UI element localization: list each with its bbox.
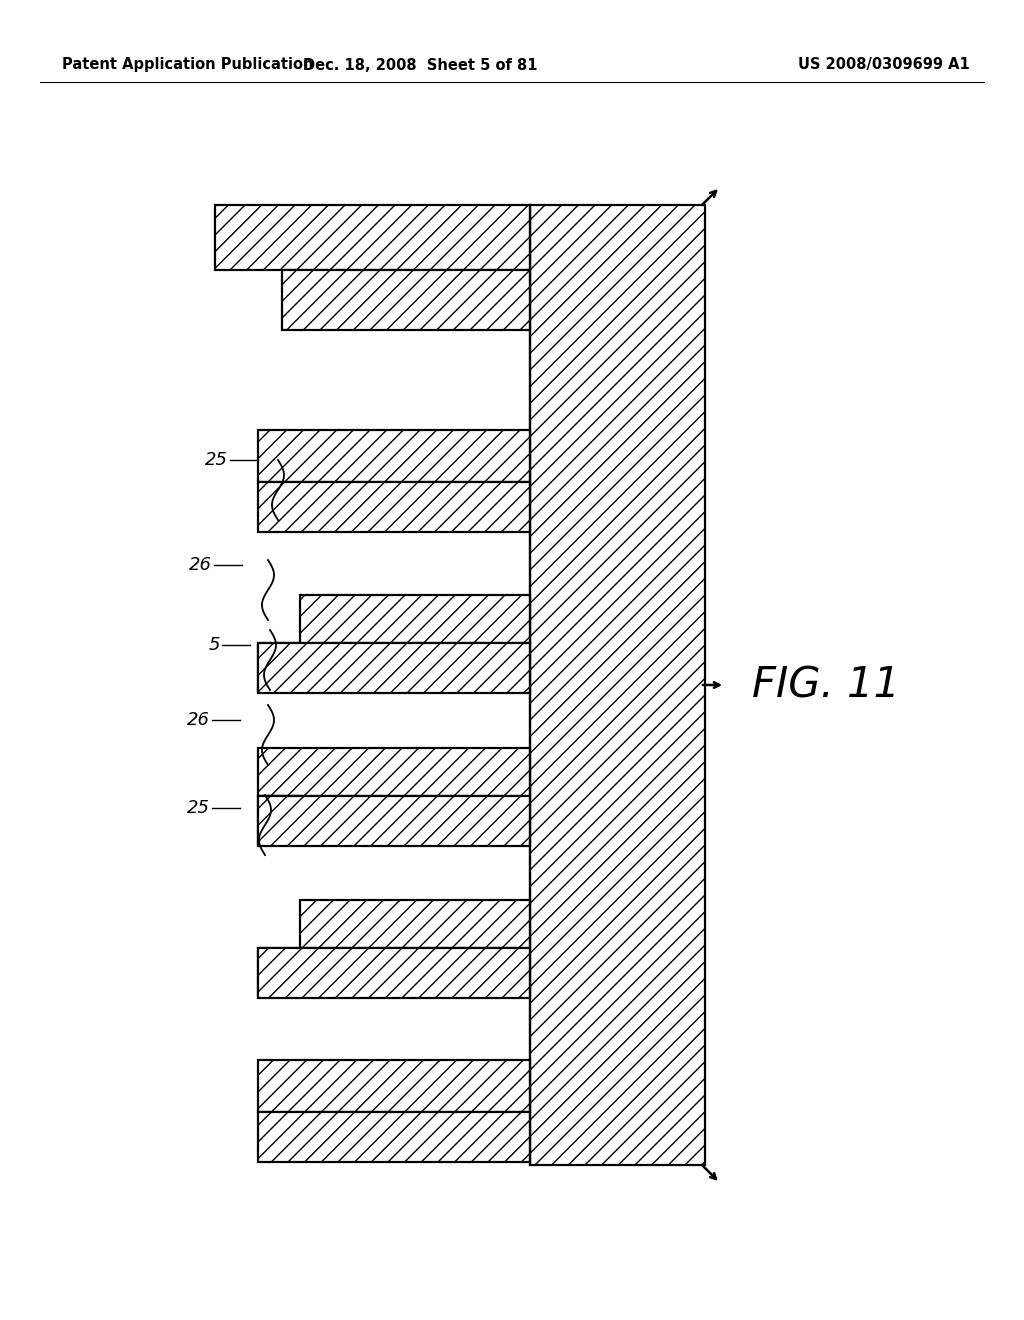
Bar xyxy=(258,430,530,482)
Text: Dec. 18, 2008  Sheet 5 of 81: Dec. 18, 2008 Sheet 5 of 81 xyxy=(303,58,538,73)
Text: US 2008/0309699 A1: US 2008/0309699 A1 xyxy=(799,58,970,73)
Text: 26: 26 xyxy=(189,556,212,574)
Text: 25: 25 xyxy=(187,799,210,817)
Bar xyxy=(258,748,530,796)
Bar xyxy=(258,796,530,846)
Bar xyxy=(258,1111,530,1162)
Text: 26: 26 xyxy=(187,711,210,729)
Text: FIG. 11: FIG. 11 xyxy=(752,664,900,706)
Bar xyxy=(282,271,530,330)
Bar xyxy=(258,948,300,997)
Bar xyxy=(258,643,530,693)
Bar xyxy=(300,900,530,948)
Bar xyxy=(530,205,705,1166)
Bar xyxy=(215,205,530,271)
Text: 5: 5 xyxy=(209,636,220,653)
Bar xyxy=(258,1060,530,1111)
Text: Patent Application Publication: Patent Application Publication xyxy=(62,58,313,73)
Bar xyxy=(258,643,300,690)
Bar xyxy=(300,595,530,643)
Text: 25: 25 xyxy=(205,451,228,469)
Bar xyxy=(258,948,530,998)
Bar xyxy=(258,482,530,532)
Bar xyxy=(258,796,300,843)
